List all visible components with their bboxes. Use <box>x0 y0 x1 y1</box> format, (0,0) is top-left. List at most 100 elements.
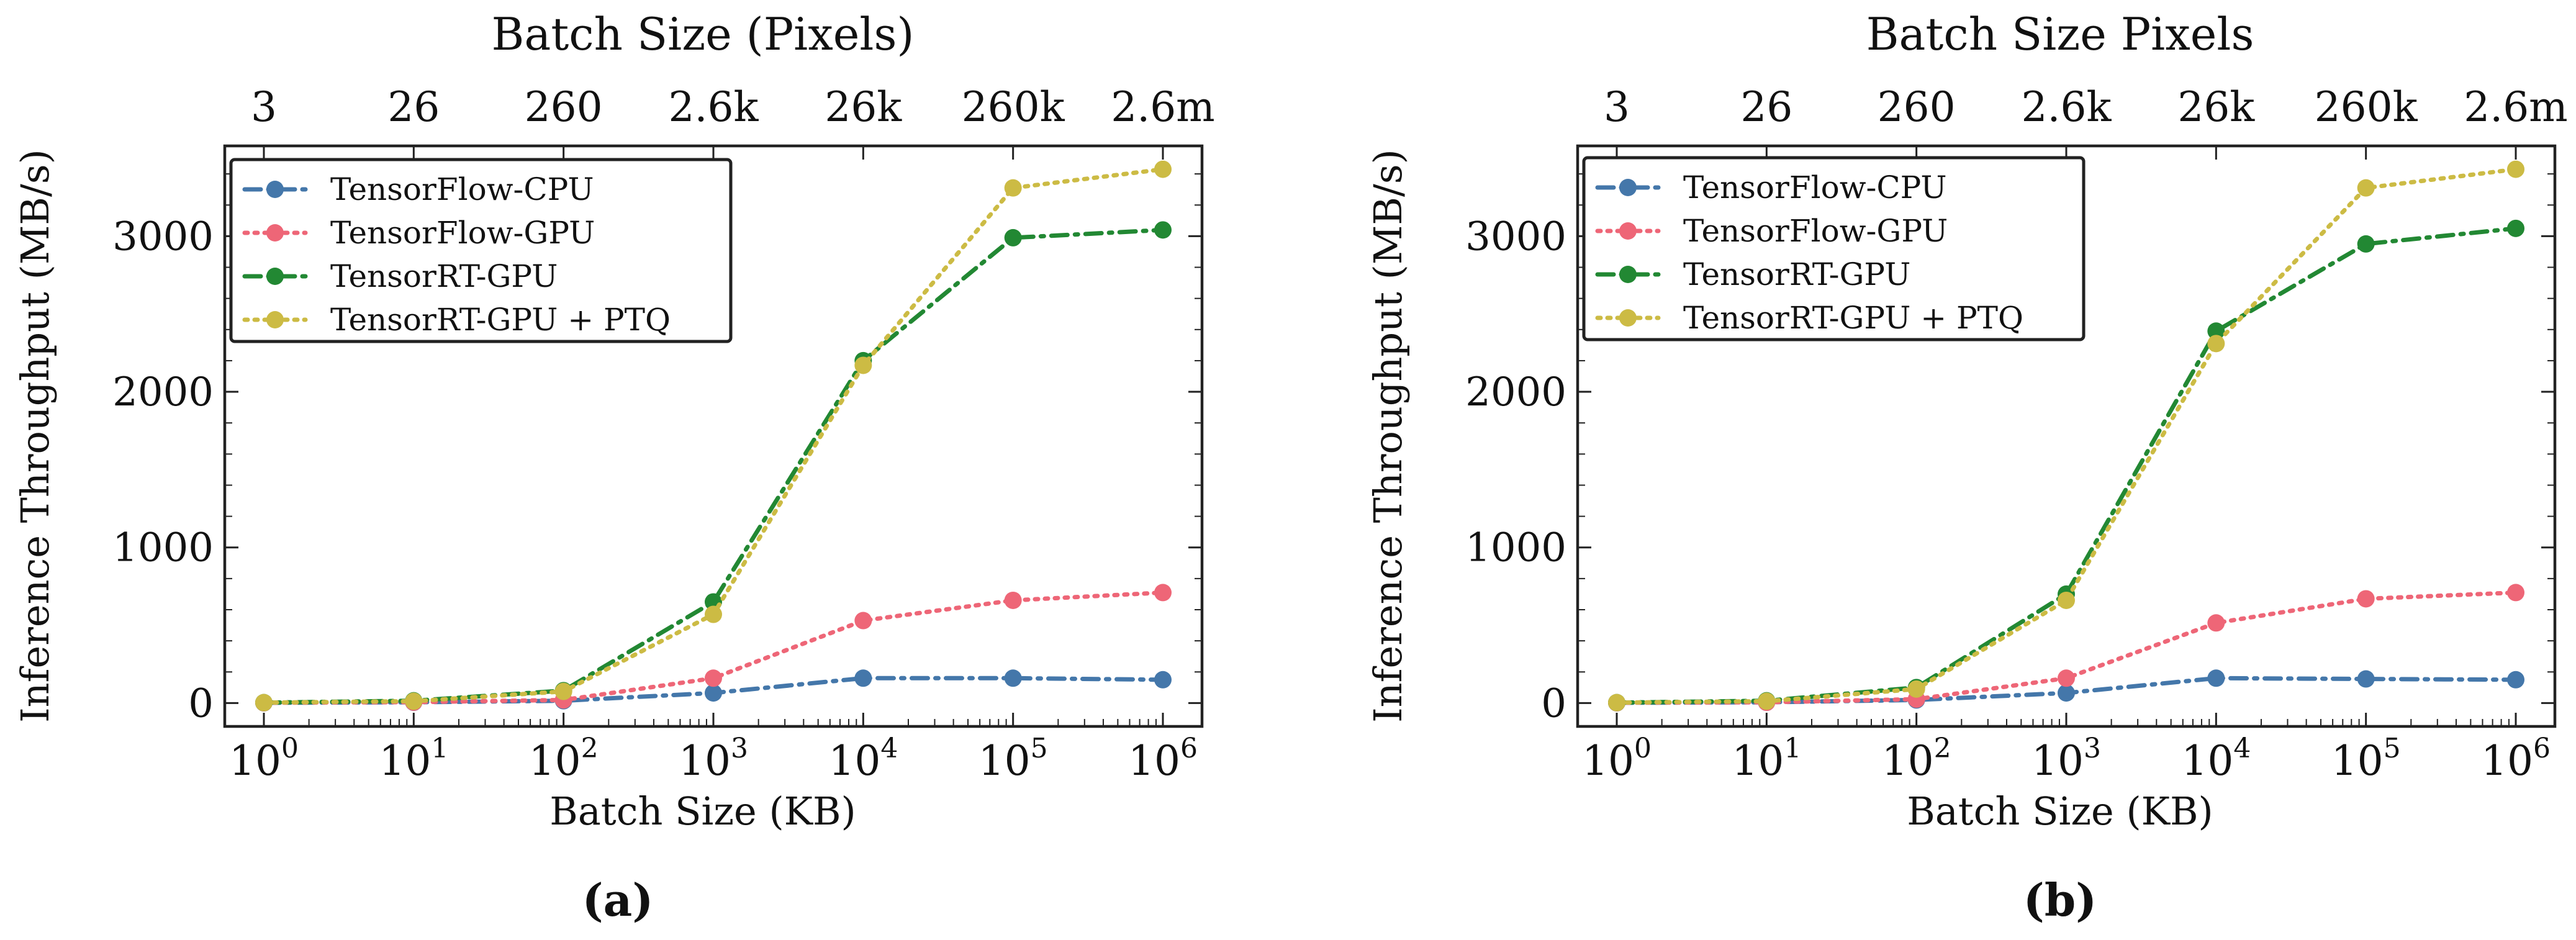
legend-marker-a <box>266 268 284 285</box>
legend-marker-b <box>1619 309 1637 327</box>
data-point-b <box>2357 235 2375 253</box>
data-point-a <box>854 356 872 374</box>
legend-marker-b <box>1619 222 1637 240</box>
top-tick-label-b: 260k <box>2315 83 2418 131</box>
axis-ticks-b: 0 1000 2000 3000 100 3 101 26 102 260 103 2.6k 104 26… <box>1465 83 2568 785</box>
data-point-a <box>854 612 872 630</box>
data-point-b <box>2207 669 2225 687</box>
x-tick-label-b: 102 <box>1882 733 1951 785</box>
data-point-b <box>1907 680 1925 698</box>
data-point-b <box>2207 335 2225 353</box>
legend-label-a: TensorRT-GPU <box>330 258 558 294</box>
data-point-a <box>1004 591 1022 609</box>
data-point-b <box>1608 694 1625 712</box>
legend-label-b: TensorFlow-CPU <box>1683 169 1947 206</box>
data-point-b <box>2507 160 2524 178</box>
legend-marker-a <box>266 181 284 198</box>
x-tick-label-b: 100 <box>1582 733 1652 785</box>
legend-label-a: TensorFlow-CPU <box>330 171 594 207</box>
x-tick-label-a: 104 <box>828 733 898 785</box>
data-point-a <box>705 669 722 687</box>
data-point-b <box>2357 179 2375 197</box>
y-tick-label-b: 2000 <box>1465 369 1566 415</box>
y-tick-label-a: 1000 <box>112 525 214 571</box>
data-point-b <box>2058 684 2075 702</box>
legend-marker-b <box>1619 179 1637 196</box>
top-tick-label-a: 26 <box>387 83 440 131</box>
y-tick-label-b: 3000 <box>1465 214 1566 260</box>
y-axis-label-a: Inference Throughput (MB/s) <box>12 149 58 723</box>
data-point-a <box>1004 228 1022 246</box>
legend-a: TensorFlow-CPU TensorFlow-GPU TensorRT-GPU… <box>229 158 733 343</box>
y-tick-label-a: 0 <box>188 680 214 726</box>
legend-b: TensorFlow-CPU TensorFlow-GPU TensorRT-GPU… <box>1582 156 2086 341</box>
x-axis-label-b: Batch Size (KB) <box>1907 789 2213 834</box>
data-point-b <box>2357 670 2375 688</box>
data-point-b <box>2058 591 2075 609</box>
data-point-b <box>2507 671 2524 689</box>
axis-ticks-a: 0 1000 2000 3000 100 3 101 26 102 260 103 2.6k 104 26… <box>112 83 1215 785</box>
data-point-a <box>1004 179 1022 197</box>
legend-label-a: TensorFlow-GPU <box>330 215 595 251</box>
top-tick-label-b: 3 <box>1604 83 1630 131</box>
x-tick-label-b: 106 <box>2481 733 2551 785</box>
series-group-a <box>255 160 1172 712</box>
series-group-b <box>1608 160 2524 712</box>
legend-label-b: TensorRT-GPU <box>1683 256 1910 292</box>
data-point-a <box>1154 671 1172 689</box>
top-tick-label-b: 2.6k <box>2022 83 2112 131</box>
data-point-a <box>705 684 722 702</box>
y-tick-label-a: 2000 <box>112 369 214 415</box>
data-point-a <box>1154 221 1172 239</box>
top-tick-label-b: 26k <box>2177 83 2255 131</box>
data-point-a <box>405 692 423 710</box>
data-point-a <box>255 694 273 712</box>
y-tick-label-a: 3000 <box>112 214 214 260</box>
legend-marker-b <box>1619 266 1637 283</box>
top-tick-label-b: 260 <box>1878 83 1956 131</box>
legend-box-a <box>229 158 733 343</box>
data-point-a <box>854 669 872 687</box>
panel-label-b: (b) <box>2023 874 2097 926</box>
x-axis-label-a: Batch Size (KB) <box>549 789 856 834</box>
data-point-b <box>2507 219 2524 237</box>
legend-label-b: TensorFlow-GPU <box>1683 213 1948 249</box>
x-tick-label-b: 101 <box>1732 733 1801 785</box>
data-point-a <box>1154 584 1172 602</box>
top-tick-label-b: 26 <box>1740 83 1792 131</box>
data-point-b <box>2357 590 2375 608</box>
top-tick-label-a: 260 <box>525 83 603 131</box>
data-point-b <box>1758 692 1776 710</box>
data-point-b <box>2207 614 2225 632</box>
x-tick-label-a: 103 <box>679 733 748 785</box>
chart-panel-b: 0 1000 2000 3000 100 3 101 26 102 260 103 2.6k 104 26… <box>1365 8 2568 926</box>
x-tick-label-a: 106 <box>1128 733 1198 785</box>
x-tick-label-a: 101 <box>379 733 448 785</box>
data-point-a <box>554 682 572 700</box>
y-tick-label-b: 1000 <box>1465 525 1566 571</box>
data-point-b <box>2058 669 2075 687</box>
data-point-a <box>1154 160 1172 178</box>
x-tick-label-a: 102 <box>529 733 599 785</box>
y-axis-label-b: Inference Throughput (MB/s) <box>1365 149 1411 723</box>
top-axis-title-a: Batch Size (Pixels) <box>492 8 915 60</box>
panel-label-a: (a) <box>582 874 654 926</box>
top-tick-label-a: 2.6m <box>1111 83 1215 131</box>
data-point-b <box>2507 584 2524 602</box>
data-point-a <box>705 605 722 623</box>
legend-label-b: TensorRT-GPU + PTQ <box>1683 300 2023 336</box>
x-tick-label-a: 105 <box>978 733 1048 785</box>
top-tick-label-a: 2.6k <box>669 83 759 131</box>
x-tick-label-b: 105 <box>2331 733 2401 785</box>
legend-marker-a <box>266 311 284 328</box>
data-point-b <box>2207 322 2225 340</box>
legend-label-a: TensorRT-GPU + PTQ <box>330 302 671 338</box>
top-tick-label-a: 260k <box>962 83 1065 131</box>
x-tick-label-b: 104 <box>2181 733 2251 785</box>
data-point-a <box>1004 669 1022 687</box>
top-tick-label-a: 26k <box>825 83 902 131</box>
chart-panel-a: 0 1000 2000 3000 100 3 101 26 102 260 103 2.6k 104 26… <box>12 8 1215 926</box>
top-tick-label-a: 3 <box>251 83 277 131</box>
x-tick-label-a: 100 <box>229 733 299 785</box>
